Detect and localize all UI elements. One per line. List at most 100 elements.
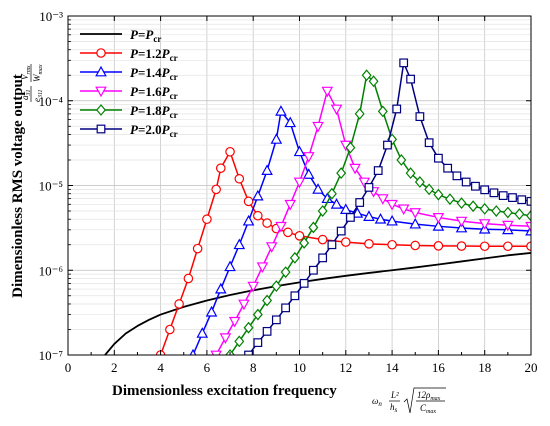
svg-text:12ρmax: 12ρmax	[417, 390, 441, 402]
data-point	[409, 208, 422, 219]
data-point	[244, 350, 253, 355]
data-point	[308, 221, 319, 234]
series-1	[104, 252, 531, 355]
ticks: 0 2 4 6 8 10 12 14 16 18 20 10⁻⁷ 10⁻⁶ 10⁻⁵ 10⁻⁴ 10⁻³	[39, 9, 538, 375]
data-point	[471, 181, 480, 191]
data-point	[405, 167, 416, 180]
data-point	[284, 116, 297, 128]
data-point	[234, 173, 245, 184]
data-point	[432, 220, 445, 231]
data-point	[253, 338, 263, 348]
series-5	[225, 69, 531, 355]
data-point	[414, 176, 425, 188]
legend-swatch-marker	[96, 48, 106, 58]
data-point	[399, 58, 409, 68]
data-point	[502, 220, 514, 232]
data-point	[299, 237, 310, 249]
data-point	[165, 324, 175, 335]
data-point	[284, 199, 297, 211]
data-point	[479, 241, 490, 252]
x-tick-label: 10	[293, 360, 306, 375]
data-point	[526, 209, 531, 222]
x-tick-label: 16	[432, 360, 446, 375]
data-point	[289, 251, 300, 264]
data-point	[452, 171, 462, 181]
data-point	[321, 86, 334, 98]
data-point	[317, 205, 328, 217]
data-point	[478, 219, 491, 230]
data-point	[242, 214, 255, 226]
data-point	[396, 154, 407, 166]
data-point	[211, 184, 221, 195]
data-point	[302, 152, 315, 163]
data-point	[386, 199, 398, 211]
data-point	[386, 214, 398, 226]
y-tick-label: 10⁻⁶	[39, 263, 63, 278]
data-point	[480, 185, 490, 195]
x-tick-label: 2	[111, 360, 118, 375]
data-point	[374, 212, 387, 224]
legend-item: P=2.0Pcr	[80, 122, 178, 139]
data-point	[517, 195, 527, 205]
data-point	[410, 240, 421, 251]
data-point	[252, 308, 263, 321]
legend-item: P=1.4Pcr	[80, 65, 178, 82]
data-point	[479, 202, 490, 215]
data-point	[461, 177, 471, 187]
svg-text:ωn: ωn	[372, 396, 382, 408]
legend-item: P=1.8Pcr	[80, 103, 178, 120]
data-point	[312, 183, 324, 194]
legend-label: P=2.0Pcr	[130, 122, 178, 139]
data-point	[189, 348, 197, 355]
svg-text:Vrms: Vrms	[20, 65, 32, 80]
data-point	[215, 163, 226, 174]
data-point	[327, 240, 337, 250]
svg-text:Wmax: Wmax	[32, 64, 44, 82]
data-point	[491, 205, 502, 217]
data-point	[234, 335, 245, 348]
data-point	[406, 74, 416, 84]
data-point	[265, 242, 278, 253]
data-point	[526, 196, 531, 206]
legend-label: P=1.6Pcr	[130, 84, 178, 101]
data-point	[205, 305, 218, 317]
data-point	[377, 194, 389, 205]
data-point	[262, 218, 272, 228]
data-point	[281, 303, 291, 313]
data-point	[253, 210, 263, 221]
data-point	[409, 217, 422, 229]
data-point	[373, 166, 383, 175]
legend-swatch-marker	[96, 104, 106, 116]
data-point	[363, 210, 375, 221]
x-tick-label: 12	[339, 360, 352, 375]
data-point	[174, 299, 184, 309]
data-point	[262, 326, 272, 336]
data-point	[443, 163, 453, 173]
data-point	[361, 69, 372, 82]
series-line	[192, 110, 531, 355]
data-point	[349, 163, 361, 175]
data-point	[383, 140, 392, 150]
data-point	[225, 146, 235, 157]
x-tick-label: 4	[157, 360, 164, 375]
data-point	[525, 221, 531, 233]
legend-item: P=1.6Pcr	[80, 84, 178, 101]
data-point	[336, 226, 346, 236]
data-point	[256, 262, 269, 273]
data-point	[392, 104, 402, 114]
data-point	[224, 260, 236, 272]
legend-label: P=1.2Pcr	[130, 46, 178, 63]
data-point	[270, 133, 283, 144]
data-point	[294, 230, 305, 241]
data-point	[238, 299, 250, 311]
data-point	[330, 104, 343, 116]
data-point	[397, 204, 410, 216]
data-point	[433, 188, 444, 201]
x-tick-label: 20	[525, 360, 538, 375]
svg-text:Cmax: Cmax	[420, 403, 436, 415]
series-line	[104, 252, 531, 355]
y-tick-label: 10⁻⁴	[39, 94, 64, 109]
data-point	[275, 105, 287, 116]
data-point	[358, 177, 371, 189]
